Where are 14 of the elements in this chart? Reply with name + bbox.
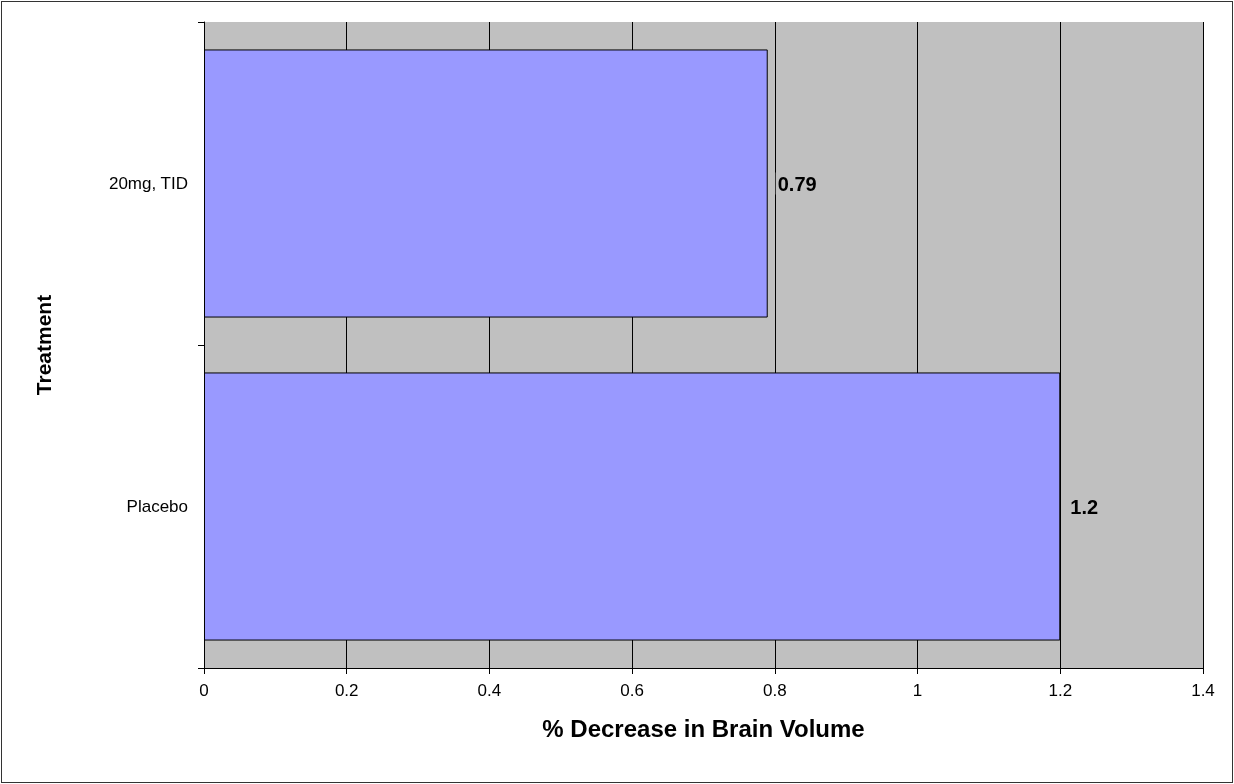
x-tick-label: 1.4 <box>1191 681 1215 700</box>
x-tick-label: 0.4 <box>477 681 502 700</box>
x-tick-label: 0.6 <box>620 681 644 700</box>
x-tick-label: 1 <box>912 681 923 700</box>
data-label: 0.79 <box>777 172 817 195</box>
x-axis-title: % Decrease in Brain Volume <box>542 714 865 742</box>
x-tick-label: 0.8 <box>763 681 787 700</box>
y-axis-title: Treatment <box>32 294 55 396</box>
y-tick-label: Placebo <box>126 497 188 516</box>
y-tick-label: 20mg, TID <box>108 174 188 193</box>
x-tick-label: 0 <box>199 681 209 700</box>
data-label: 1.2 <box>1070 495 1099 518</box>
x-tick-label: 0.2 <box>334 681 359 700</box>
x-tick-label: 1.2 <box>1048 681 1073 700</box>
